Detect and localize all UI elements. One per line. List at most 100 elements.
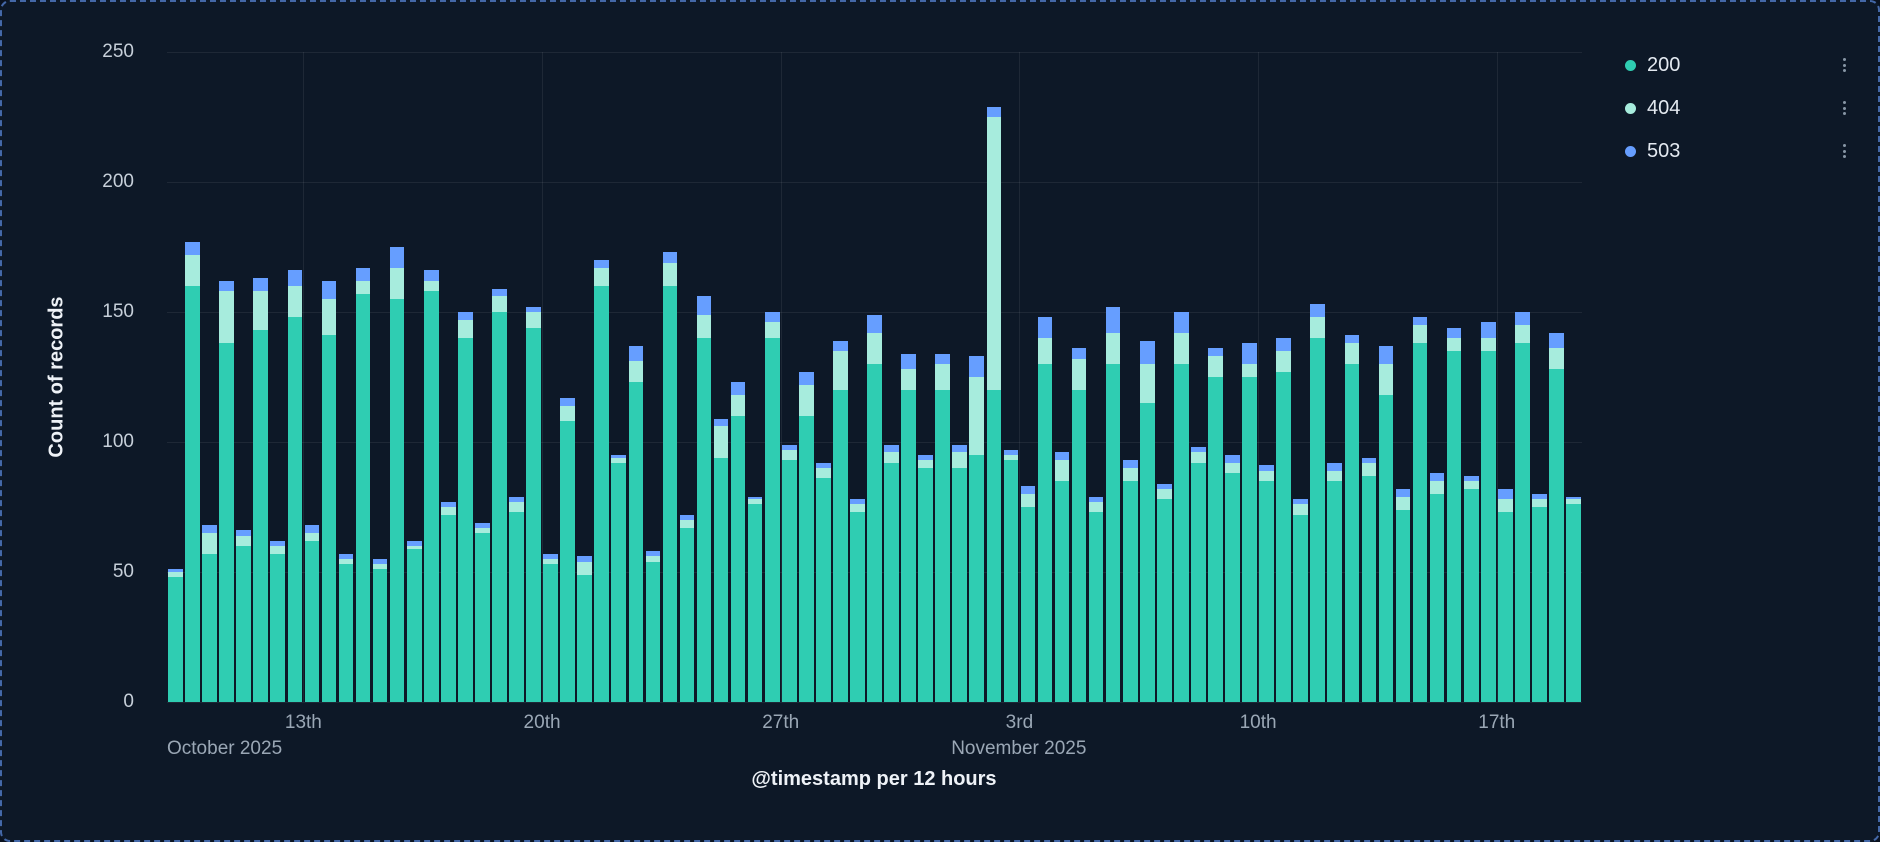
bar-stack[interactable] bbox=[560, 397, 575, 702]
bar-stack[interactable] bbox=[406, 540, 422, 702]
legend-menu-icon[interactable] bbox=[1839, 140, 1850, 162]
bar-stack[interactable] bbox=[1139, 340, 1155, 702]
bar-stack[interactable] bbox=[1446, 327, 1462, 702]
bar-stack[interactable] bbox=[969, 356, 985, 702]
bar-stack[interactable] bbox=[645, 551, 661, 702]
bar-stack[interactable] bbox=[1310, 304, 1326, 702]
bar-stack[interactable] bbox=[1105, 306, 1121, 702]
bar-stack[interactable] bbox=[1071, 348, 1087, 702]
bar-stack[interactable] bbox=[577, 556, 592, 702]
bar-stack[interactable] bbox=[884, 444, 899, 702]
bar-segment-200 bbox=[543, 564, 558, 702]
bar-stack[interactable] bbox=[338, 553, 354, 702]
plot-area[interactable] bbox=[167, 52, 1582, 703]
bar-stack[interactable] bbox=[679, 514, 695, 702]
bar-stack[interactable] bbox=[355, 267, 371, 702]
legend-item-503[interactable]: 503 bbox=[1625, 136, 1850, 166]
bar-stack[interactable] bbox=[1344, 335, 1360, 702]
bar-segment-200 bbox=[1361, 475, 1377, 702]
bar-stack[interactable] bbox=[1020, 486, 1036, 702]
bar-stack[interactable] bbox=[389, 247, 405, 702]
bar-stack[interactable] bbox=[816, 462, 831, 702]
bar-segment-404 bbox=[202, 533, 217, 554]
bar-stack[interactable] bbox=[628, 345, 644, 702]
bar-segment-503 bbox=[1497, 488, 1513, 500]
bar-stack[interactable] bbox=[850, 499, 865, 702]
bar-stack[interactable] bbox=[1156, 483, 1172, 702]
legend-menu-icon[interactable] bbox=[1839, 97, 1850, 119]
bar-stack[interactable] bbox=[952, 444, 968, 702]
bar-stack[interactable] bbox=[1395, 488, 1411, 702]
bar-stack[interactable] bbox=[1378, 345, 1394, 702]
bar-segment-200 bbox=[594, 286, 610, 702]
bar-stack[interactable] bbox=[458, 312, 473, 702]
bar-stack[interactable] bbox=[935, 353, 950, 702]
bar-stack[interactable] bbox=[594, 260, 610, 702]
bar-stack[interactable] bbox=[475, 522, 490, 702]
bar-stack[interactable] bbox=[1566, 496, 1581, 702]
bar-stack[interactable] bbox=[1463, 475, 1479, 702]
bar-stack[interactable] bbox=[1037, 317, 1053, 702]
bar-stack[interactable] bbox=[1361, 457, 1377, 702]
bar-stack[interactable] bbox=[492, 288, 507, 702]
bar-segment-503 bbox=[1532, 494, 1547, 500]
bar-stack[interactable] bbox=[1122, 460, 1138, 702]
bar-stack[interactable] bbox=[287, 270, 303, 702]
bar-stack[interactable] bbox=[747, 496, 763, 702]
bar-stack[interactable] bbox=[526, 306, 541, 702]
bar-stack[interactable] bbox=[253, 278, 269, 702]
bar-stack[interactable] bbox=[304, 525, 320, 702]
bar-stack[interactable] bbox=[1054, 452, 1070, 702]
bar-stack[interactable] bbox=[611, 455, 627, 702]
bar-stack[interactable] bbox=[168, 569, 183, 702]
bar-stack[interactable] bbox=[543, 553, 558, 702]
legend-item-404[interactable]: 404 bbox=[1625, 93, 1850, 123]
bar-stack[interactable] bbox=[1480, 322, 1496, 702]
bar-stack[interactable] bbox=[1549, 332, 1564, 702]
bar-stack[interactable] bbox=[1429, 473, 1445, 702]
bar-stack[interactable] bbox=[509, 496, 524, 702]
bar-stack[interactable] bbox=[1293, 499, 1309, 702]
bar-stack[interactable] bbox=[202, 525, 217, 702]
bar-segment-503 bbox=[492, 288, 507, 297]
legend-item-200[interactable]: 200 bbox=[1625, 50, 1850, 80]
bar-stack[interactable] bbox=[1497, 488, 1513, 702]
bar-stack[interactable] bbox=[1242, 343, 1257, 702]
bar-stack[interactable] bbox=[1327, 462, 1343, 702]
legend-menu-icon[interactable] bbox=[1839, 54, 1850, 76]
bar-stack[interactable] bbox=[1225, 455, 1240, 702]
bar-stack[interactable] bbox=[321, 280, 337, 702]
bar-stack[interactable] bbox=[1191, 447, 1206, 702]
bar-stack[interactable] bbox=[662, 252, 678, 702]
bar-stack[interactable] bbox=[423, 270, 439, 702]
bar-stack[interactable] bbox=[764, 312, 780, 702]
bar-stack[interactable] bbox=[730, 382, 746, 702]
bar-stack[interactable] bbox=[867, 314, 882, 702]
bar-stack[interactable] bbox=[798, 371, 814, 702]
bar-stack[interactable] bbox=[270, 540, 286, 702]
bar-stack[interactable] bbox=[1208, 348, 1223, 702]
bar-stack[interactable] bbox=[1412, 317, 1428, 702]
bar-stack[interactable] bbox=[901, 353, 916, 702]
bar-stack[interactable] bbox=[918, 455, 933, 702]
bar-stack[interactable] bbox=[1276, 338, 1291, 702]
bar-stack[interactable] bbox=[1532, 494, 1547, 702]
bar-stack[interactable] bbox=[1515, 312, 1530, 702]
bar-segment-200 bbox=[764, 338, 780, 702]
bar-stack[interactable] bbox=[781, 444, 797, 702]
bar-segment-200 bbox=[1446, 351, 1462, 702]
bar-stack[interactable] bbox=[185, 241, 200, 702]
bar-stack[interactable] bbox=[833, 340, 848, 702]
bar-stack[interactable] bbox=[1174, 312, 1189, 702]
bar-stack[interactable] bbox=[1259, 465, 1274, 702]
bar-stack[interactable] bbox=[440, 501, 456, 702]
bar-stack[interactable] bbox=[372, 559, 388, 702]
bar-stack[interactable] bbox=[713, 418, 729, 702]
bar-segment-503 bbox=[509, 496, 524, 502]
bar-stack[interactable] bbox=[219, 280, 234, 702]
bar-stack[interactable] bbox=[1003, 449, 1019, 702]
bar-stack[interactable] bbox=[696, 296, 712, 702]
bar-stack[interactable] bbox=[986, 106, 1002, 702]
bar-stack[interactable] bbox=[1088, 496, 1104, 702]
bar-stack[interactable] bbox=[236, 530, 252, 702]
